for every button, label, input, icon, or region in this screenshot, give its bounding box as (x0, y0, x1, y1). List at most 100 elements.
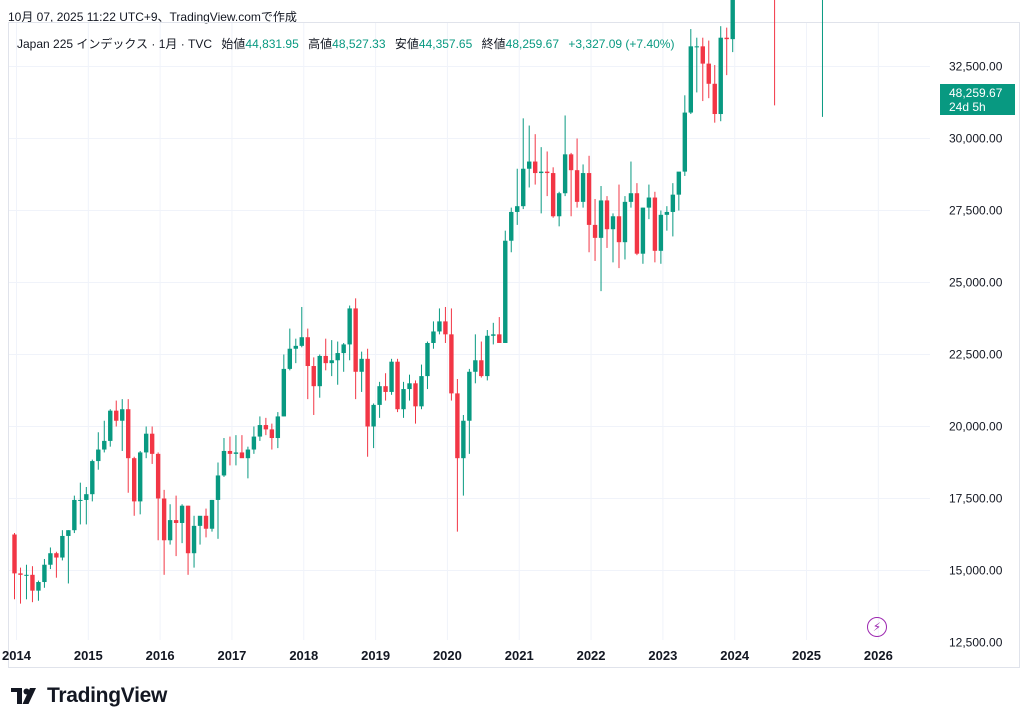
candle[interactable] (233, 435, 239, 466)
candle[interactable] (395, 358, 400, 413)
candle[interactable] (66, 530, 71, 584)
candle[interactable] (60, 530, 65, 561)
candle[interactable] (610, 213, 616, 263)
candle[interactable] (161, 489, 167, 575)
candle[interactable] (473, 334, 478, 384)
candle[interactable] (365, 348, 370, 457)
candle[interactable] (532, 134, 538, 185)
candle[interactable] (461, 414, 466, 496)
candle[interactable] (574, 138, 580, 208)
candle[interactable] (670, 183, 676, 237)
candle[interactable] (820, 0, 824, 117)
candle[interactable] (562, 115, 568, 197)
candle[interactable] (413, 380, 418, 424)
candle[interactable] (688, 29, 694, 115)
candle[interactable] (419, 364, 424, 410)
candle[interactable] (479, 341, 484, 378)
candle[interactable] (12, 533, 17, 600)
candle[interactable] (18, 567, 23, 604)
candle[interactable] (598, 186, 604, 292)
candle[interactable] (652, 191, 658, 263)
candle[interactable] (586, 155, 592, 253)
candle[interactable] (239, 435, 245, 459)
candle[interactable] (592, 198, 598, 261)
candle[interactable] (149, 426, 155, 464)
candle[interactable] (694, 37, 699, 93)
candle[interactable] (137, 450, 143, 515)
candle[interactable] (311, 357, 316, 415)
candle[interactable] (347, 305, 352, 361)
candle[interactable] (305, 328, 310, 400)
candle[interactable] (24, 564, 29, 600)
candle[interactable] (120, 399, 125, 451)
candle[interactable] (293, 338, 298, 364)
candle[interactable] (425, 341, 430, 390)
candle[interactable] (371, 403, 376, 449)
candle[interactable] (341, 342, 346, 372)
candle[interactable] (616, 184, 622, 269)
candle[interactable] (730, 0, 735, 53)
candle[interactable] (628, 161, 634, 208)
candle[interactable] (515, 168, 520, 225)
candle[interactable] (215, 462, 221, 539)
candle[interactable] (646, 184, 652, 220)
candle[interactable] (353, 298, 358, 400)
candle[interactable] (108, 409, 113, 447)
candle[interactable] (245, 446, 251, 479)
candle[interactable] (84, 486, 89, 525)
candle[interactable] (676, 171, 682, 211)
candle[interactable] (317, 354, 322, 398)
candle[interactable] (580, 164, 586, 208)
candle[interactable] (269, 423, 275, 450)
candle[interactable] (251, 426, 257, 454)
candle[interactable] (72, 495, 77, 534)
candle[interactable] (275, 412, 281, 449)
candle[interactable] (658, 210, 664, 264)
tradingview-logo[interactable]: TradingView (11, 684, 167, 708)
candle[interactable] (449, 308, 454, 401)
candle[interactable] (491, 322, 496, 345)
candle[interactable] (143, 426, 149, 459)
candle[interactable] (185, 505, 191, 575)
candle[interactable] (299, 306, 304, 348)
candle[interactable] (724, 27, 729, 76)
candle[interactable] (54, 551, 59, 578)
event-bolt-icon[interactable]: ⚡ (867, 617, 887, 637)
candle[interactable] (126, 399, 131, 493)
candle[interactable] (604, 196, 610, 248)
candle[interactable] (227, 436, 233, 466)
candle[interactable] (167, 504, 173, 545)
candle[interactable] (538, 147, 544, 214)
candle[interactable] (287, 328, 293, 371)
candle[interactable] (503, 230, 508, 343)
candle[interactable] (467, 368, 472, 454)
candle[interactable] (664, 206, 670, 231)
candle[interactable] (556, 191, 562, 227)
candle[interactable] (335, 341, 340, 385)
candle[interactable] (132, 456, 137, 516)
candle[interactable] (431, 321, 436, 349)
candle[interactable] (383, 373, 388, 401)
candle[interactable] (78, 482, 83, 525)
candle[interactable] (437, 308, 442, 335)
candle[interactable] (281, 354, 287, 417)
candle[interactable] (682, 95, 688, 176)
candle[interactable] (263, 417, 269, 436)
candle[interactable] (706, 40, 711, 99)
candle[interactable] (407, 374, 412, 401)
candle[interactable] (455, 378, 460, 532)
candle[interactable] (197, 515, 203, 545)
candle[interactable] (389, 358, 394, 395)
chart-frame[interactable] (8, 22, 1020, 668)
candle[interactable] (114, 400, 119, 427)
candle[interactable] (568, 152, 574, 217)
candle[interactable] (700, 37, 705, 102)
candle[interactable] (359, 351, 364, 392)
candle[interactable] (48, 547, 53, 570)
candle[interactable] (36, 580, 41, 601)
candle[interactable] (191, 515, 197, 568)
candle[interactable] (203, 508, 209, 538)
candle[interactable] (550, 167, 556, 218)
candle[interactable] (521, 118, 526, 210)
